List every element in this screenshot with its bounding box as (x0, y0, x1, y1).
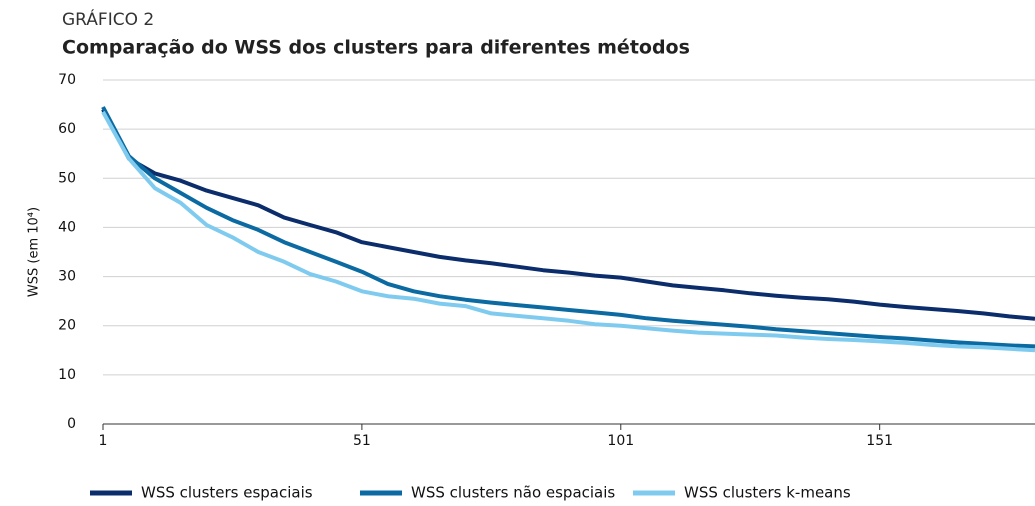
y-tick-label: 50 (58, 170, 76, 186)
x-tick-label: 151 (866, 433, 893, 449)
y-tick-label: 30 (58, 269, 76, 285)
x-tick-label: 51 (353, 433, 371, 449)
legend-label: WSS clusters k-means (684, 484, 851, 502)
chart-title: Comparação do WSS dos clusters para dife… (62, 37, 690, 59)
y-tick-label: 20 (58, 318, 76, 334)
legend-label: WSS clusters espaciais (141, 484, 313, 502)
y-tick-label: 0 (67, 416, 76, 432)
y-tick-label: 60 (58, 121, 76, 137)
series-line (101, 110, 1035, 353)
y-tick-label: 70 (58, 72, 76, 88)
x-tick-label: 101 (607, 433, 634, 449)
series-line (101, 106, 1035, 349)
series-line (101, 108, 1035, 321)
legend-label: WSS clusters não espaciais (411, 484, 615, 502)
y-tick-label: 10 (58, 367, 76, 383)
y-tick-label: 40 (58, 219, 76, 235)
x-tick-label: 1 (99, 433, 108, 449)
y-axis-label: WSS (em 10⁴) (27, 207, 42, 297)
chart-kicker: GRÁFICO 2 (62, 8, 154, 30)
